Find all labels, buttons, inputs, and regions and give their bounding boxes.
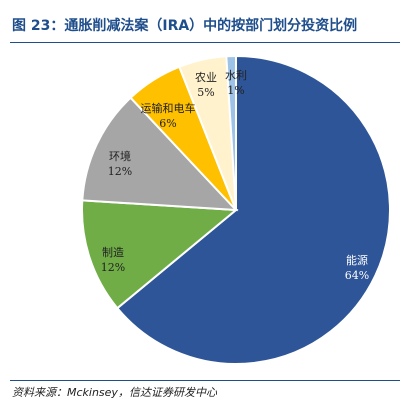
slice-value-5: 5% (197, 86, 214, 99)
slice-value-6: 1% (227, 84, 244, 97)
slice-label-6: 水利 (225, 69, 247, 82)
slice-value-4: 6% (159, 117, 176, 130)
slice-label-1: 能源 (346, 253, 368, 267)
slice-value-3: 12% (108, 165, 132, 178)
pie-slice-1 (115, 54, 391, 365)
title-divider (10, 42, 400, 43)
pie-chart: 能源 64% 制造 12% 环境 12% 运输和电车 6% 农业 5% 水利 1% (80, 54, 391, 365)
pie-slice-3 (81, 96, 239, 212)
slice-label-5: 农业 (195, 70, 217, 84)
pie-slice-2 (80, 199, 239, 310)
pie-slice-6 (225, 54, 237, 211)
pie-slices (80, 54, 391, 365)
slice-value-2: 12% (101, 261, 125, 274)
source-divider (10, 380, 400, 381)
source-note: 资料来源：Mckinsey，信达证券研发中心 (12, 386, 217, 399)
pie-labels: 能源 64% 制造 12% 环境 12% 运输和电车 6% 农业 5% 水利 1% (101, 69, 369, 282)
slice-label-4: 运输和电车 (141, 101, 196, 115)
slice-value-1: 64% (345, 269, 369, 282)
slice-label-3: 环境 (109, 149, 131, 163)
slice-label-2: 制造 (102, 245, 124, 259)
chart-title: 图 23：通胀削减法案（IRA）中的按部门划分投资比例 (12, 18, 358, 34)
